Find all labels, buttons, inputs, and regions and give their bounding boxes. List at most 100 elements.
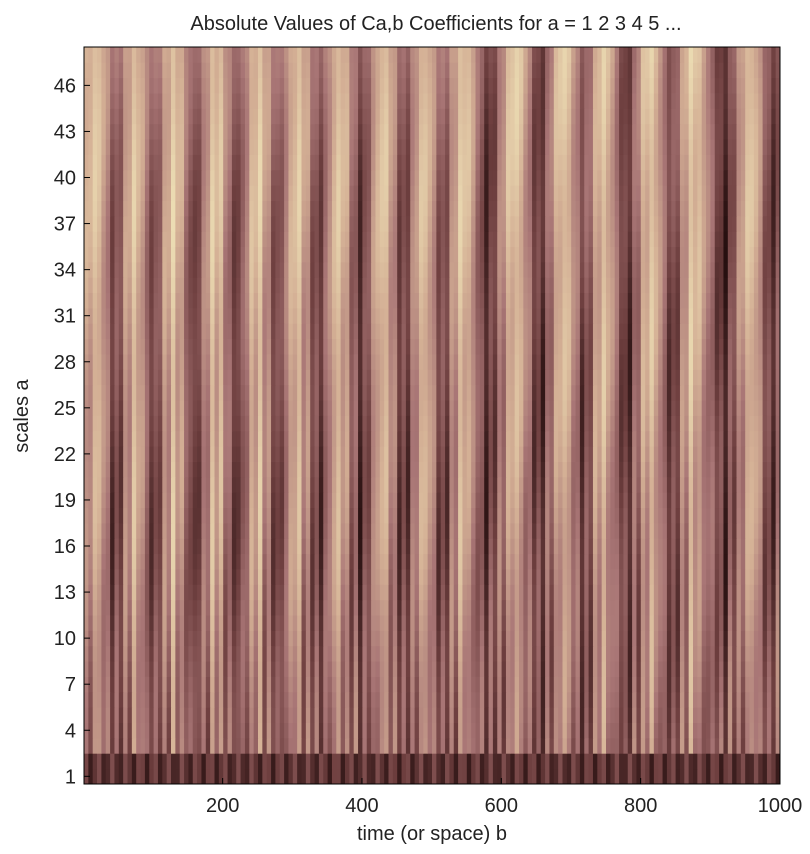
heatmap-cell [727, 338, 733, 355]
heatmap-cell [632, 476, 637, 493]
heatmap-row [84, 722, 781, 739]
heatmap-cell [223, 338, 228, 355]
heatmap-cell [410, 538, 415, 555]
heatmap-cell [101, 400, 107, 416]
heatmap-cell [762, 400, 768, 416]
heatmap-cell [579, 599, 585, 616]
heatmap-cell [584, 584, 589, 601]
heatmap-cell [331, 737, 337, 754]
heatmap-cell [771, 308, 777, 324]
heatmap-cell [453, 691, 459, 708]
heatmap-cell [123, 369, 128, 386]
heatmap-cell [510, 722, 516, 739]
heatmap-cell [640, 768, 646, 785]
heatmap-cell [179, 630, 185, 647]
heatmap-cell [318, 430, 324, 447]
heatmap-cell [514, 476, 520, 493]
heatmap-cell [614, 707, 620, 723]
heatmap-cell [697, 645, 703, 662]
heatmap-cell [275, 323, 281, 340]
heatmap-cell [679, 538, 685, 555]
heatmap-cell [727, 446, 733, 462]
heatmap-cell [262, 400, 268, 416]
heatmap-cell [197, 323, 202, 340]
heatmap-cell [157, 569, 163, 585]
heatmap-cell [192, 753, 198, 770]
heatmap-cell [532, 691, 537, 708]
heatmap-cell [640, 354, 646, 370]
heatmap-cell [584, 707, 589, 723]
heatmap-cell [410, 461, 415, 478]
heatmap-cell [597, 645, 603, 662]
heatmap-cell [445, 476, 450, 493]
heatmap-cell [771, 707, 777, 723]
heatmap-cell [140, 661, 146, 677]
heatmap-cell [497, 384, 502, 401]
heatmap-cell [693, 661, 698, 677]
heatmap-cell [458, 645, 463, 662]
heatmap-cell [327, 768, 333, 785]
heatmap-cell [540, 737, 546, 754]
heatmap-cell [745, 415, 750, 432]
heatmap-cell [475, 615, 481, 631]
heatmap-cell [258, 553, 263, 570]
heatmap-cell [144, 584, 150, 601]
heatmap-cell [427, 308, 433, 324]
heatmap-cell [171, 507, 176, 524]
heatmap-cell [166, 415, 172, 432]
heatmap-cell [292, 492, 298, 509]
heatmap-cell [410, 522, 415, 539]
heatmap-cell [606, 476, 611, 493]
heatmap-cell [462, 768, 468, 785]
heatmap-cell [675, 492, 681, 509]
heatmap-cell [466, 661, 472, 677]
heatmap-cell [227, 522, 233, 539]
heatmap-cell [549, 323, 555, 340]
heatmap-cell [649, 737, 655, 754]
heatmap-cell [627, 522, 633, 539]
heatmap-cell [358, 753, 363, 770]
heatmap-cell [466, 722, 472, 739]
heatmap-cell [753, 384, 759, 401]
heatmap-cell [432, 323, 437, 340]
heatmap-cell [688, 507, 694, 524]
heatmap-cell [384, 553, 389, 570]
heatmap-cell [597, 753, 603, 770]
heatmap-cell [497, 645, 502, 662]
heatmap-cell [101, 492, 107, 509]
heatmap-cell [649, 338, 655, 355]
heatmap-cell [719, 415, 724, 432]
heatmap-cell [684, 538, 690, 555]
heatmap-cell [758, 384, 763, 401]
heatmap-cell [218, 507, 224, 524]
heatmap-cell [601, 569, 607, 585]
heatmap-cell [157, 630, 163, 647]
heatmap-cell [553, 338, 559, 355]
heatmap-cell [545, 691, 550, 708]
heatmap-cell [436, 492, 442, 509]
heatmap-cell [184, 753, 189, 770]
heatmap-cell [440, 691, 446, 708]
heatmap-cell [471, 584, 476, 601]
heatmap-cell [310, 584, 315, 601]
heatmap-cell [288, 430, 294, 447]
heatmap-cell [671, 768, 676, 785]
heatmap-cell [732, 768, 737, 785]
heatmap-cell [440, 338, 446, 355]
heatmap-cell [375, 323, 381, 340]
heatmap-cell [157, 461, 163, 478]
heatmap-cell [418, 522, 424, 539]
heatmap-cell [244, 338, 250, 355]
heatmap-cell [210, 430, 215, 447]
heatmap-cell [597, 737, 603, 754]
heatmap-cell [310, 476, 315, 493]
heatmap-cell [171, 569, 176, 585]
heatmap-cell [527, 430, 533, 447]
heatmap-cell [505, 369, 511, 386]
heatmap-cell [623, 768, 629, 785]
heatmap-cell [492, 676, 498, 693]
heatmap-cell [732, 645, 737, 662]
heatmap-cell [479, 400, 485, 416]
heatmap-cell [110, 354, 115, 370]
heatmap-cell [205, 661, 211, 677]
